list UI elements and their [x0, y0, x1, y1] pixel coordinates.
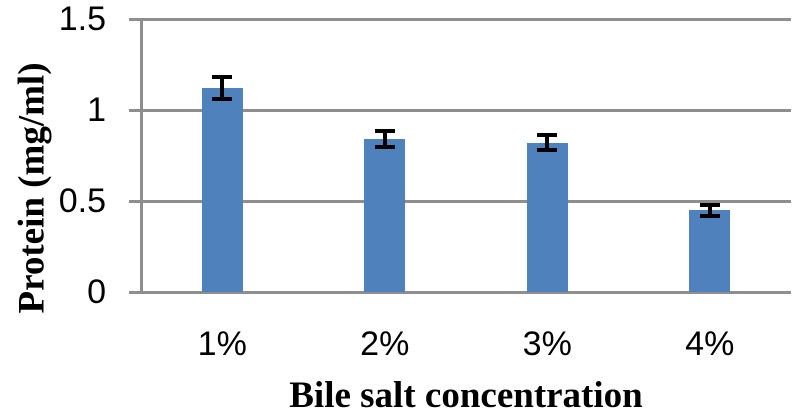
error-bar-cap-top	[212, 75, 233, 80]
x-axis-tick-label: 1%	[197, 325, 247, 363]
error-bar-cap-bottom	[212, 97, 233, 102]
error-bar-cap-top	[374, 128, 395, 133]
y-axis-tick-label: 1.5	[58, 0, 106, 38]
error-bar-cap-bottom	[699, 213, 720, 218]
error-bar-line	[707, 204, 712, 216]
y-axis-tick-label: 1	[87, 91, 106, 129]
x-axis-tick-label: 2%	[360, 325, 410, 363]
y-axis-tick-label: 0.5	[58, 182, 106, 220]
bar-2%	[364, 139, 406, 292]
error-bar-line	[220, 77, 225, 100]
x-axis-title: Bile salt concentration	[289, 375, 643, 416]
gridline	[141, 17, 791, 21]
gridline	[141, 199, 791, 203]
bar-3%	[526, 142, 568, 292]
y-axis-tick-label: 0	[87, 273, 106, 311]
gridline	[141, 108, 791, 112]
x-axis-tick-label: 3%	[522, 325, 572, 363]
x-axis-tick-label: 4%	[685, 325, 735, 363]
y-axis-tick	[129, 108, 141, 112]
bar-4%	[689, 210, 731, 292]
error-bar-cap-top	[699, 202, 720, 207]
bar-1%	[201, 88, 243, 292]
error-bar-cap-bottom	[537, 148, 558, 153]
y-axis-line	[139, 19, 143, 294]
y-axis-tick	[129, 199, 141, 203]
error-bar-line	[382, 130, 387, 148]
gridline	[141, 290, 791, 294]
y-axis-tick	[129, 290, 141, 294]
error-bar-cap-top	[537, 133, 558, 138]
y-axis-tick	[129, 17, 141, 21]
error-bar-line	[545, 135, 550, 151]
error-bar-cap-bottom	[374, 145, 395, 150]
